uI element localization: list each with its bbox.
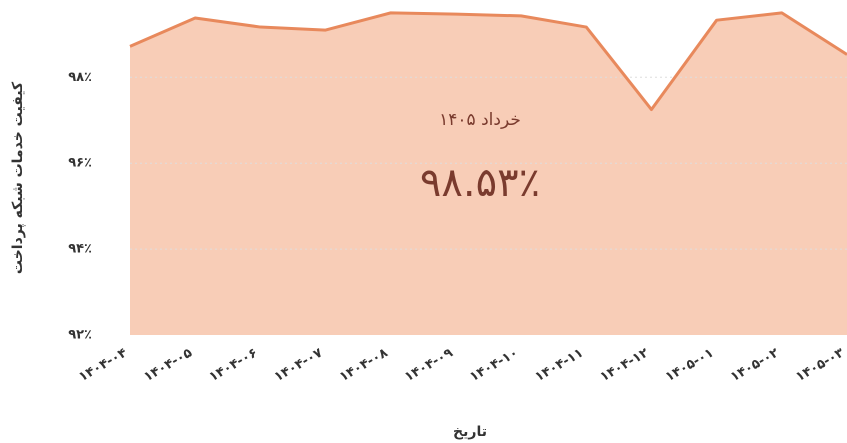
x-axis-label: تاریخ [453, 424, 487, 440]
line [129, 11, 847, 112]
y-tick-label: ۹۲٪ [68, 328, 92, 343]
x-tick-label: ۱۴۰۵-۰۳ [793, 345, 846, 385]
x-tick-label: ۱۴۰۴-۱۱ [533, 346, 586, 385]
annotation-value: ۹۸.۵۳٪ [420, 160, 540, 206]
area [130, 12, 847, 336]
y-tick-label: ۹۶٪ [68, 156, 92, 171]
x-tick-label: ۱۴۰۴-۰۹ [402, 345, 455, 385]
x-tick-label: ۱۴۰۵-۰۱ [663, 346, 716, 385]
x-tick-label: ۱۴۰۴-۰۴ [76, 345, 129, 385]
y-tick-label: ۹۴٪ [68, 242, 92, 257]
x-tick-label: ۱۴۰۴-۰۶ [207, 346, 260, 385]
y-tick-label: ۹۸٪ [68, 70, 92, 85]
x-tick-label: ۱۴۰۵-۰۲ [728, 345, 781, 385]
annotation-title: خرداد ۱۴۰۵ [439, 110, 521, 130]
x-tick-label: ۱۴۰۴-۰۵ [142, 345, 195, 385]
x-tick-label: ۱۴۰۴-۰۷ [272, 345, 325, 385]
x-tick-label: ۱۴۰۴-۰۸ [337, 345, 390, 385]
y-axis-label: کیفیت خدمات شبکه پرداخت [10, 81, 26, 274]
x-tick-label: ۱۴۰۴-۱۲ [598, 345, 651, 385]
x-tick-label: ۱۴۰۴-۱۰ [467, 346, 520, 385]
